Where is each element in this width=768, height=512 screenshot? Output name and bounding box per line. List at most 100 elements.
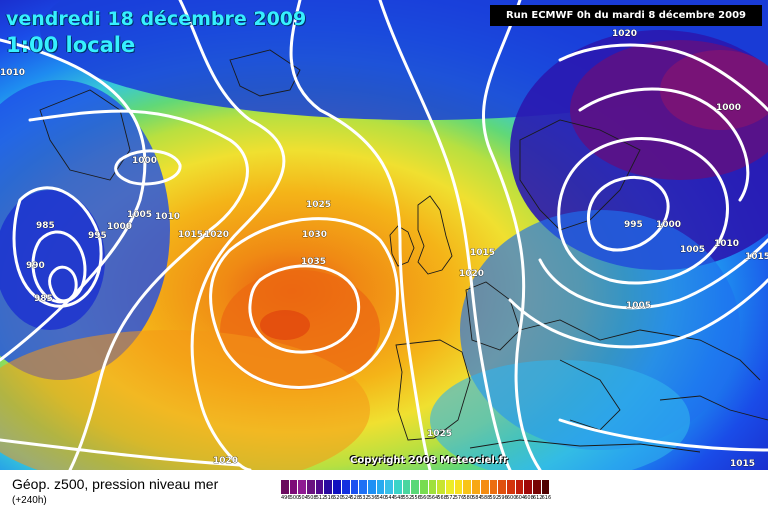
pressure-label: 1005 (626, 301, 651, 311)
scale-cell: 548 (394, 480, 403, 508)
scale-cell: 540 (377, 480, 386, 508)
scale-cell: 520 (333, 480, 342, 508)
scale-swatch (298, 480, 307, 494)
scale-swatch (490, 480, 499, 494)
scale-swatch (333, 480, 342, 494)
map-caption: Géop. z500, pression niveau mer (12, 476, 218, 492)
scale-cell: 556 (411, 480, 420, 508)
pressure-label: 1005 (127, 210, 152, 220)
scale-cell: 576 (455, 480, 464, 508)
pressure-label: 1010 (0, 68, 25, 78)
pressure-label: 1020 (612, 29, 637, 39)
scale-cell: 552 (403, 480, 412, 508)
pressure-label: 1020 (204, 230, 229, 240)
scale-label: 608 (524, 494, 533, 502)
weather-map: 1020 1000 1000 985 1005 1010 995 1000 10… (0, 0, 768, 470)
scale-swatch (281, 480, 290, 494)
scale-cell: 584 (472, 480, 481, 508)
scale-label: 544 (385, 494, 394, 502)
forecast-time: 1:00 locale (6, 33, 135, 57)
scale-label: 616 (542, 494, 551, 502)
scale-swatch (524, 480, 533, 494)
scale-label: 588 (481, 494, 490, 502)
pressure-label: 1035 (301, 257, 326, 267)
scale-label: 548 (394, 494, 403, 502)
scale-label: 524 (342, 494, 351, 502)
scale-swatch (472, 480, 481, 494)
pressure-label: 1015 (178, 230, 203, 240)
scale-label: 516 (324, 494, 333, 502)
scale-swatch (507, 480, 516, 494)
scale-label: 556 (411, 494, 420, 502)
pressure-label: 1000 (132, 156, 157, 166)
color-scale: 496 500 504 508 512 516 520 524 528 532 536 540 544 5… (281, 480, 550, 508)
pressure-label: 1025 (306, 200, 331, 210)
scale-cell: 500 (290, 480, 299, 508)
forecast-lead: (+240h) (12, 495, 47, 506)
scale-cell: 560 (420, 480, 429, 508)
scale-swatch (359, 480, 368, 494)
scale-cell: 496 (281, 480, 290, 508)
scale-cell: 528 (351, 480, 360, 508)
pressure-label: 1010 (714, 239, 739, 249)
scale-swatch (290, 480, 299, 494)
scale-cell: 532 (359, 480, 368, 508)
pressure-label: 995 (88, 231, 107, 241)
pressure-label: 985 (36, 221, 55, 231)
scale-cell: 600 (507, 480, 516, 508)
pressure-label: 1015 (470, 248, 495, 258)
scale-swatch (307, 480, 316, 494)
scale-label: 576 (455, 494, 464, 502)
scale-label: 496 (281, 494, 290, 502)
scale-cell: 572 (446, 480, 455, 508)
scale-swatch (429, 480, 438, 494)
pressure-label: 985 (34, 294, 53, 304)
scale-cell: 616 (542, 480, 551, 508)
scale-cell: 512 (316, 480, 325, 508)
scale-label: 540 (377, 494, 386, 502)
scale-cell: 516 (324, 480, 333, 508)
scale-swatch (403, 480, 412, 494)
pressure-label: 995 (624, 220, 643, 230)
scale-swatch (342, 480, 351, 494)
scale-label: 528 (351, 494, 360, 502)
scale-swatch (533, 480, 542, 494)
scale-cell: 536 (368, 480, 377, 508)
scale-swatch (542, 480, 551, 494)
scale-cell: 564 (429, 480, 438, 508)
scale-cell: 612 (533, 480, 542, 508)
pressure-label: 1010 (155, 212, 180, 222)
run-info: Run ECMWF 0h du mardi 8 décembre 2009 (490, 5, 762, 26)
scale-swatch (377, 480, 386, 494)
pressure-label: 990 (26, 261, 45, 271)
pressure-label: 1020 (213, 456, 238, 466)
scale-label: 568 (437, 494, 446, 502)
scale-label: 500 (290, 494, 299, 502)
scale-label: 552 (403, 494, 412, 502)
copyright: Copyright 2008 Meteociel.fr (350, 455, 508, 466)
scale-label: 560 (420, 494, 429, 502)
scale-cell: 608 (524, 480, 533, 508)
pressure-label: 1000 (107, 222, 132, 232)
pressure-label: 1005 (680, 245, 705, 255)
scale-label: 508 (307, 494, 316, 502)
scale-label: 532 (359, 494, 368, 502)
scale-swatch (481, 480, 490, 494)
pressure-label: 1030 (302, 230, 327, 240)
scale-swatch (351, 480, 360, 494)
forecast-date: vendredi 18 décembre 2009 (6, 8, 306, 30)
scale-swatch (420, 480, 429, 494)
pressure-label: 1015 (745, 252, 768, 262)
scale-label: 604 (516, 494, 525, 502)
scale-label: 580 (463, 494, 472, 502)
scale-label: 592 (490, 494, 499, 502)
scale-swatch (455, 480, 464, 494)
scale-label: 520 (333, 494, 342, 502)
scale-cell: 604 (516, 480, 525, 508)
scale-label: 596 (498, 494, 507, 502)
scale-label: 612 (533, 494, 542, 502)
scale-swatch (316, 480, 325, 494)
pressure-label: 1000 (656, 220, 681, 230)
scale-label: 584 (472, 494, 481, 502)
